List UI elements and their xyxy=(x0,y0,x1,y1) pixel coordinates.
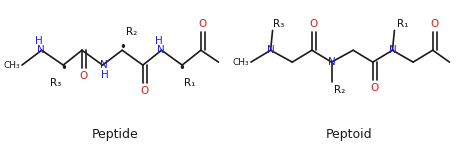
Text: CH₃: CH₃ xyxy=(3,61,20,70)
Text: R₂: R₂ xyxy=(126,27,138,37)
Text: Peptide: Peptide xyxy=(92,128,139,141)
Text: N: N xyxy=(37,45,45,55)
Text: Peptoid: Peptoid xyxy=(326,128,373,141)
Text: •: • xyxy=(179,62,185,75)
Text: O: O xyxy=(371,83,379,93)
Text: N: N xyxy=(389,45,396,55)
Text: N: N xyxy=(267,45,274,55)
Text: N: N xyxy=(328,57,336,67)
Text: O: O xyxy=(141,86,149,96)
Text: R₃: R₃ xyxy=(50,78,61,88)
Text: H: H xyxy=(35,36,43,46)
Text: O: O xyxy=(310,20,318,29)
Text: R₃: R₃ xyxy=(273,20,284,29)
Text: •: • xyxy=(60,62,67,75)
Text: •: • xyxy=(119,41,126,54)
Text: H: H xyxy=(155,36,162,46)
Text: CH₃: CH₃ xyxy=(232,58,249,67)
Text: O: O xyxy=(431,20,439,29)
Text: N: N xyxy=(157,45,164,55)
Text: R₁: R₁ xyxy=(397,20,408,29)
Text: O: O xyxy=(199,20,207,29)
Text: R₁: R₁ xyxy=(185,78,196,88)
Text: H: H xyxy=(101,70,108,80)
Text: R₂: R₂ xyxy=(334,85,345,95)
Text: O: O xyxy=(80,71,88,81)
Text: N: N xyxy=(100,60,107,70)
